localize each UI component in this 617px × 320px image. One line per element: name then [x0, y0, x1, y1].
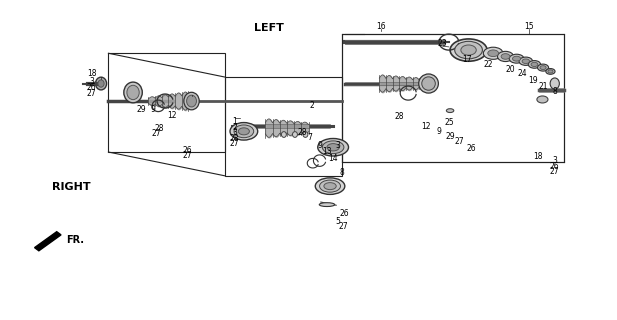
- Ellipse shape: [315, 178, 345, 195]
- Text: 8: 8: [552, 87, 557, 96]
- Ellipse shape: [292, 132, 297, 137]
- Text: 20: 20: [505, 65, 515, 74]
- Text: 26: 26: [467, 144, 476, 153]
- Text: 3: 3: [336, 141, 341, 150]
- Ellipse shape: [184, 92, 199, 110]
- Ellipse shape: [537, 96, 548, 103]
- Text: LEFT: LEFT: [254, 23, 283, 33]
- Ellipse shape: [186, 95, 196, 107]
- Text: 3: 3: [232, 128, 237, 137]
- Ellipse shape: [450, 39, 487, 61]
- Text: 28: 28: [297, 128, 307, 137]
- Text: 18: 18: [87, 69, 96, 78]
- Ellipse shape: [230, 123, 258, 140]
- Text: 14: 14: [328, 154, 338, 163]
- Text: 19: 19: [528, 76, 538, 85]
- Text: 23: 23: [438, 39, 447, 48]
- Ellipse shape: [327, 144, 339, 151]
- Text: 22: 22: [484, 60, 493, 69]
- Text: 9: 9: [151, 105, 156, 114]
- Ellipse shape: [98, 80, 104, 87]
- Text: 21: 21: [539, 82, 549, 91]
- Text: 26: 26: [550, 162, 560, 171]
- Text: 29: 29: [136, 105, 146, 114]
- Ellipse shape: [127, 85, 139, 100]
- Ellipse shape: [455, 41, 482, 59]
- Ellipse shape: [537, 64, 549, 71]
- Text: 27: 27: [338, 222, 348, 231]
- Text: 16: 16: [376, 22, 386, 31]
- Text: 3: 3: [89, 77, 94, 86]
- Ellipse shape: [281, 132, 286, 137]
- Text: 5: 5: [336, 217, 341, 226]
- Ellipse shape: [550, 78, 560, 89]
- Text: 27: 27: [183, 151, 192, 160]
- Text: 1: 1: [232, 117, 237, 126]
- Ellipse shape: [509, 54, 524, 63]
- Text: 28: 28: [395, 113, 404, 122]
- Text: 13: 13: [322, 147, 332, 156]
- Text: 12: 12: [421, 122, 430, 131]
- Text: 3: 3: [552, 156, 557, 165]
- Ellipse shape: [124, 82, 143, 103]
- Polygon shape: [35, 232, 61, 251]
- Text: 26: 26: [339, 209, 349, 218]
- Text: 26: 26: [87, 83, 97, 92]
- Ellipse shape: [446, 109, 453, 113]
- Text: 27: 27: [550, 167, 560, 176]
- Text: 24: 24: [518, 69, 528, 78]
- Text: 25: 25: [444, 118, 453, 127]
- Ellipse shape: [522, 59, 529, 63]
- Text: 15: 15: [524, 22, 534, 31]
- Ellipse shape: [234, 125, 254, 138]
- Ellipse shape: [488, 50, 499, 57]
- Text: 9: 9: [437, 127, 441, 136]
- Ellipse shape: [303, 132, 308, 137]
- Text: 7: 7: [307, 132, 312, 141]
- Ellipse shape: [96, 77, 107, 90]
- Ellipse shape: [483, 47, 503, 59]
- Ellipse shape: [419, 74, 439, 93]
- Text: 2: 2: [232, 123, 237, 132]
- Text: 17: 17: [462, 55, 471, 64]
- Ellipse shape: [238, 128, 249, 135]
- Text: 27: 27: [455, 137, 464, 146]
- Text: 8: 8: [340, 168, 345, 177]
- Ellipse shape: [548, 70, 553, 73]
- Text: 9: 9: [317, 141, 322, 150]
- Ellipse shape: [324, 183, 336, 190]
- Ellipse shape: [461, 45, 476, 55]
- Text: 18: 18: [532, 152, 542, 161]
- Ellipse shape: [501, 54, 510, 59]
- Ellipse shape: [519, 57, 532, 65]
- Text: 2: 2: [309, 101, 314, 110]
- Text: RIGHT: RIGHT: [52, 182, 91, 192]
- Text: 27: 27: [152, 129, 161, 138]
- Ellipse shape: [528, 60, 540, 68]
- Text: 28: 28: [230, 133, 239, 142]
- Ellipse shape: [319, 203, 334, 206]
- Ellipse shape: [322, 141, 344, 154]
- Text: 26: 26: [183, 146, 192, 155]
- Text: 27: 27: [87, 89, 97, 98]
- Ellipse shape: [531, 62, 538, 67]
- Ellipse shape: [513, 56, 521, 61]
- Ellipse shape: [318, 139, 349, 156]
- Text: 27: 27: [230, 139, 239, 148]
- Text: 28: 28: [155, 124, 164, 132]
- Text: 12: 12: [167, 111, 176, 120]
- Ellipse shape: [546, 68, 555, 74]
- Ellipse shape: [320, 180, 341, 192]
- Text: 29: 29: [445, 132, 455, 140]
- Ellipse shape: [540, 66, 546, 69]
- Text: FR.: FR.: [67, 235, 85, 245]
- Ellipse shape: [497, 51, 513, 61]
- Ellipse shape: [422, 77, 436, 90]
